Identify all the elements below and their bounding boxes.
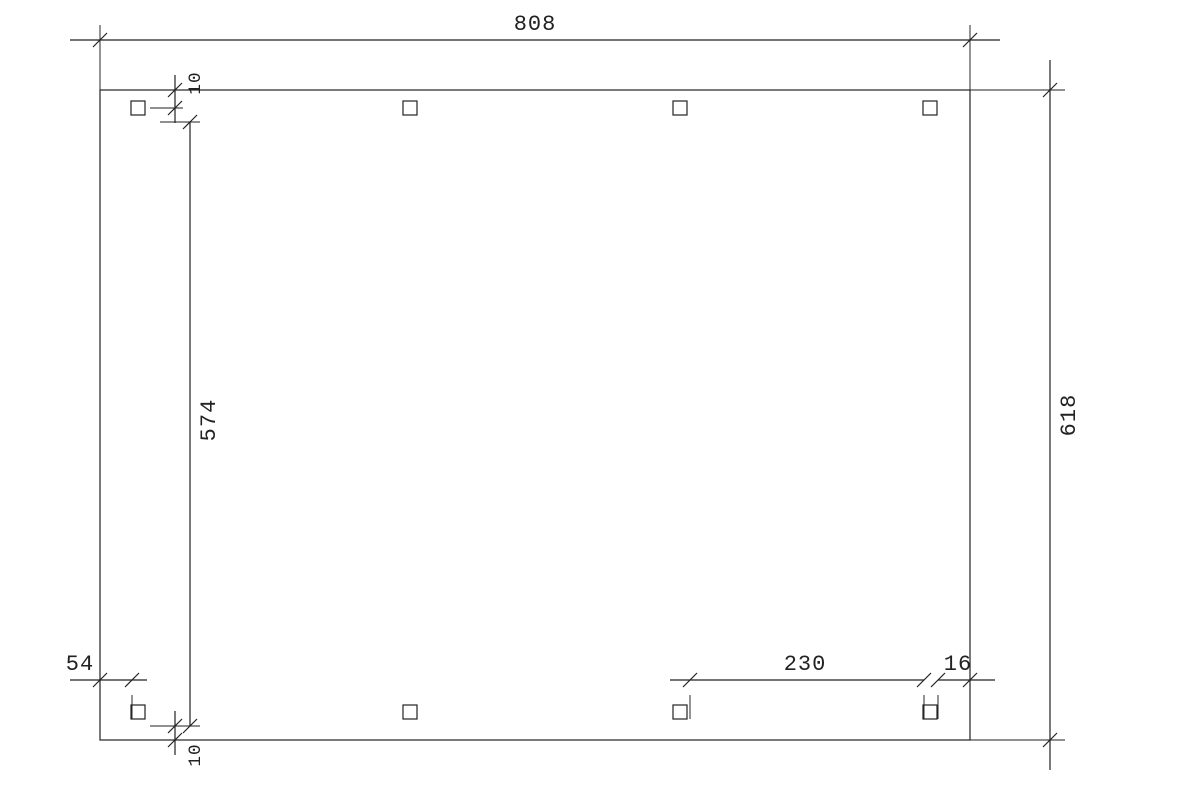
dimension-label: 16 xyxy=(944,652,972,677)
dimension-label: 618 xyxy=(1057,394,1082,437)
dimension-label: 54 xyxy=(66,652,94,677)
technical-drawing: 808 618 574 230 16 54 10 10 xyxy=(0,0,1200,800)
dimension-label: 230 xyxy=(784,652,827,677)
dimension-label: 808 xyxy=(514,12,557,37)
dimension-label: 10 xyxy=(186,743,206,766)
dimension-label: 574 xyxy=(197,399,222,442)
dimension-label: 10 xyxy=(186,71,206,94)
